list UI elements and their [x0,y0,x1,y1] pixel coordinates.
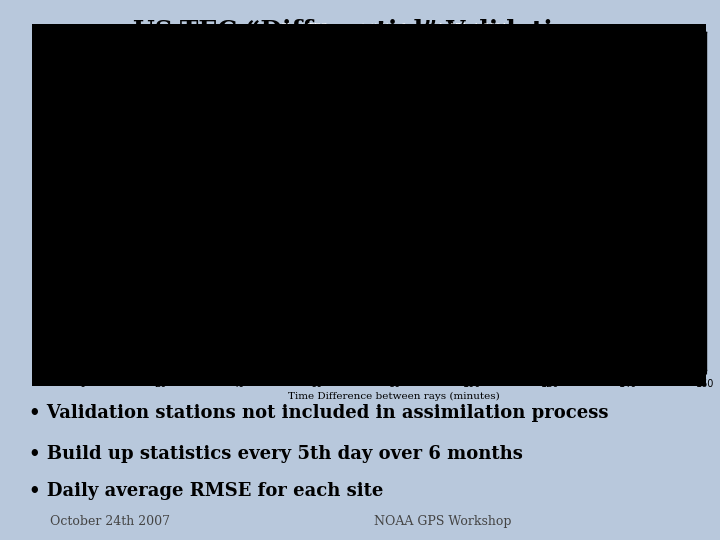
Text: October 24th 2007: October 24th 2007 [50,515,171,528]
Text: 071eb0000: 071eb0000 [99,48,147,57]
Text: Slant path RMSE: Slant path RMSE [433,192,606,210]
Text: US-TEC “Differential” Validation: US-TEC “Differential” Validation [132,19,588,43]
Y-axis label: RMS slant TEC error (TECu): RMS slant TEC error (TECu) [50,135,58,267]
X-axis label: Time Difference between rays (minutes): Time Difference between rays (minutes) [288,392,500,401]
Text: • Build up statistics every 5th day over 6 months: • Build up statistics every 5th day over… [29,444,523,463]
Text: • Validation stations not included in assimilation process: • Validation stations not included in as… [29,404,608,422]
Text: IRI: IRI [395,251,421,265]
Title: Slant TEC error statistics for wrm1, 074 eb-2004: Slant TEC error statistics for wrm1, 074… [282,23,507,32]
Text: US-TEC: US-TEC [558,330,621,344]
Text: • Daily average RMSE for each site: • Daily average RMSE for each site [29,482,383,501]
Text: NOAA GPS Workshop: NOAA GPS Workshop [374,515,512,528]
Text: iri: iri [99,68,114,77]
